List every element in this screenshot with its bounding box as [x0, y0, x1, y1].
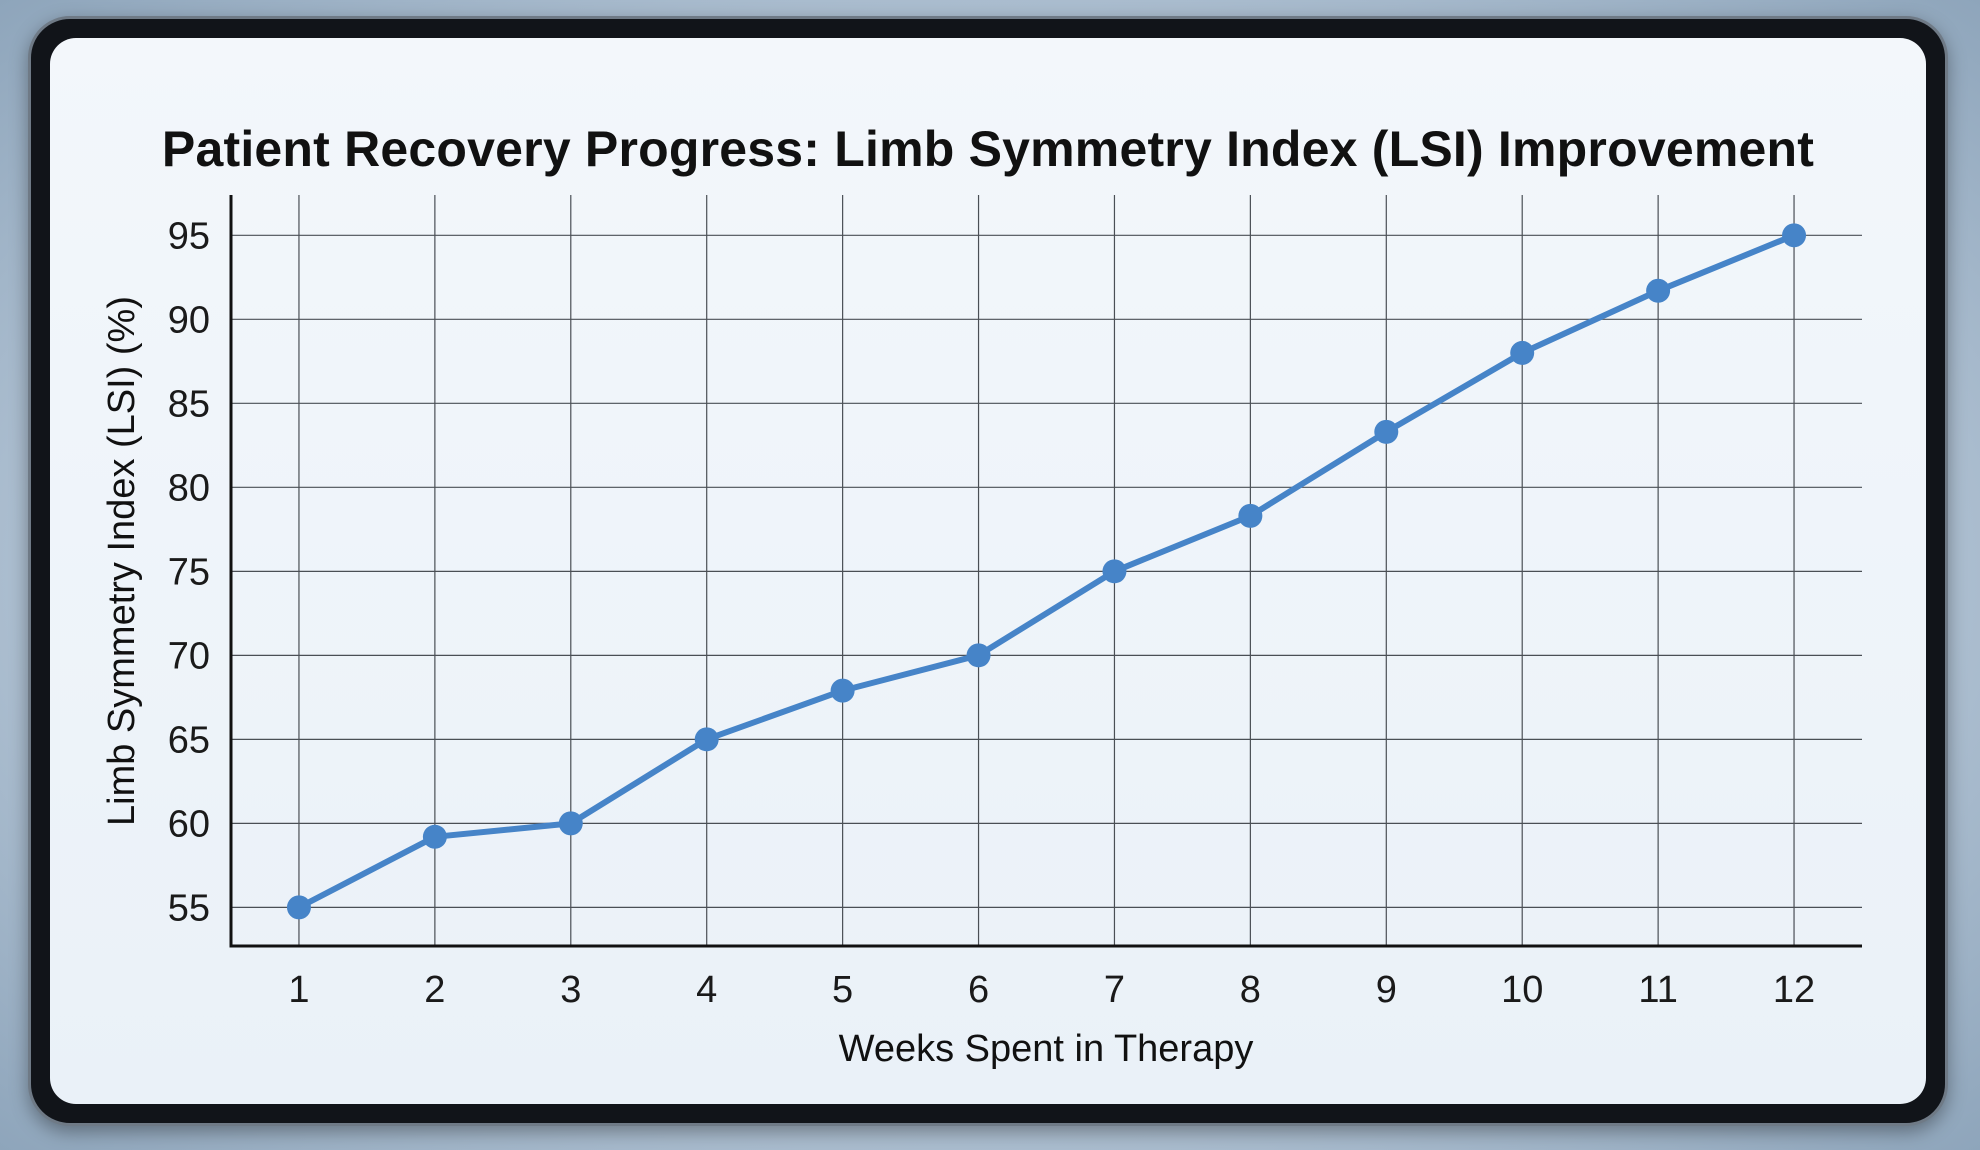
y-tick-labels: 55 60 65 70 75 80 85 90 95 — [168, 215, 210, 929]
y-tick-label-75: 75 — [168, 551, 210, 593]
data-point-week-2 — [422, 824, 447, 849]
x-tick-label-7: 7 — [1104, 969, 1125, 1011]
y-tick-label-80: 80 — [168, 467, 210, 509]
x-tick-label-2: 2 — [424, 969, 445, 1011]
y-tick-label-65: 65 — [168, 719, 210, 761]
data-point-week-6 — [966, 643, 991, 668]
x-tick-label-1: 1 — [288, 969, 309, 1011]
y-tick-label-90: 90 — [168, 299, 210, 341]
y-tick-label-85: 85 — [168, 383, 210, 425]
x-tick-label-9: 9 — [1376, 969, 1397, 1011]
data-point-week-7 — [1102, 559, 1127, 584]
x-tick-labels: 1 2 3 4 5 6 7 8 9 10 11 12 — [288, 969, 1815, 1011]
data-point-week-9 — [1374, 419, 1399, 444]
data-points — [286, 223, 1807, 920]
series-line — [296, 232, 1797, 911]
y-axis-label: Limb Symmetry Index (LSI) (%) — [101, 296, 143, 826]
data-point-week-10 — [1510, 340, 1535, 365]
data-point-week-12 — [1782, 223, 1807, 248]
x-tick-label-12: 12 — [1773, 969, 1815, 1011]
chart-title: Patient Recovery Progress: Limb Symmetry… — [161, 121, 1815, 177]
y-tick-label-70: 70 — [168, 635, 210, 677]
x-axis-label: Weeks Spent in Therapy — [839, 1028, 1254, 1070]
x-tick-label-5: 5 — [832, 969, 853, 1011]
x-tick-label-4: 4 — [696, 969, 717, 1011]
x-tick-label-10: 10 — [1501, 969, 1543, 1011]
y-tick-label-55: 55 — [168, 887, 210, 929]
axes — [229, 195, 1862, 948]
data-point-week-11 — [1646, 278, 1671, 303]
data-point-week-3 — [558, 811, 583, 836]
x-tick-label-3: 3 — [560, 969, 581, 1011]
data-point-week-5 — [830, 678, 855, 703]
x-tick-label-8: 8 — [1240, 969, 1261, 1011]
y-tick-label-60: 60 — [168, 803, 210, 845]
x-tick-label-11: 11 — [1638, 969, 1677, 1011]
data-point-week-1 — [286, 895, 311, 920]
data-point-week-4 — [694, 727, 719, 752]
data-point-week-8 — [1238, 503, 1263, 528]
y-tick-label-95: 95 — [168, 215, 210, 257]
x-tick-label-6: 6 — [968, 969, 989, 1011]
